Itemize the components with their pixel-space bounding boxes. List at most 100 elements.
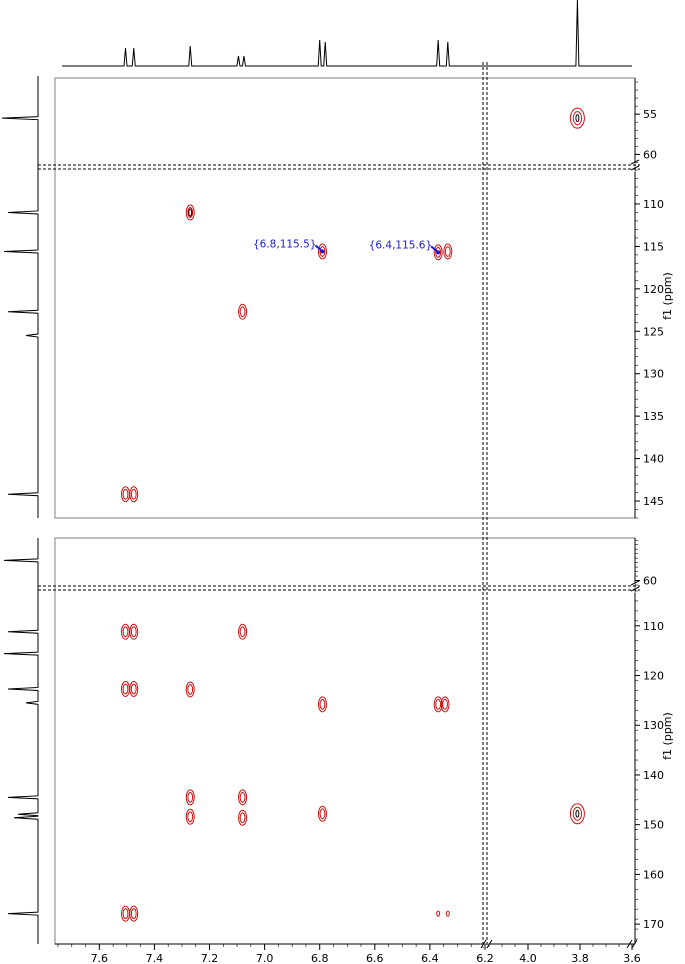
contour-outer: [185, 681, 195, 698]
top-1h-projection: [62, 0, 632, 67]
contour-core: [188, 208, 193, 217]
x-tick-label: 6.8: [311, 952, 329, 964]
cross-peaks: [120, 107, 585, 922]
contour-inner: [435, 698, 442, 710]
left-13c-projection-top: [1, 76, 39, 518]
x-axis-break-mark: [626, 939, 638, 949]
contour-core: [575, 114, 580, 123]
contour-inner: [122, 683, 129, 695]
x-tick-label: 3.8: [571, 952, 589, 964]
contour-outer: [317, 243, 327, 260]
annotation-marker: [436, 250, 441, 255]
y-tick-label: 150: [643, 819, 664, 832]
x-tick-label: 6.2: [476, 952, 494, 964]
top-ylabel: f1 (ppm): [661, 272, 674, 320]
panel-frame-bottom: [54, 537, 636, 945]
x-tick-label: 7.2: [201, 952, 219, 964]
cross-peak: [317, 805, 327, 822]
y-tick-label: 120: [643, 670, 664, 683]
cross-peak: [120, 680, 130, 697]
contour-outer: [317, 696, 327, 713]
y-tick-label: 130: [643, 368, 664, 381]
contour-inner: [572, 806, 583, 821]
contour-inner: [319, 698, 326, 710]
contour-outer: [445, 910, 450, 917]
cross-peak: [440, 696, 450, 713]
x-tick-label: 7.4: [146, 952, 164, 964]
peak-annotation-label: {6.8,115.5}: [253, 238, 316, 250]
contour-inner: [187, 684, 194, 695]
cross-peak: [317, 696, 327, 713]
contour-inner: [435, 246, 442, 258]
panel-frames: [38, 62, 640, 948]
contour-outer: [238, 623, 248, 640]
cross-peak: [185, 204, 195, 221]
contour-inner: [239, 791, 246, 803]
contour-inner: [319, 808, 326, 820]
cross-peak: [185, 808, 195, 825]
y-axis-break-mark: [630, 159, 640, 171]
contour-inner: [130, 626, 137, 638]
cross-peak: [238, 809, 248, 826]
y-tick-label: 130: [643, 719, 664, 732]
peak-annotations: {6.8,115.5} {6.4,115.6}: [253, 238, 441, 255]
contour-inner: [239, 812, 246, 824]
peak-annotation-label: {6.4,115.6}: [369, 239, 432, 251]
cross-peak: [120, 623, 130, 640]
contour-outer: [433, 244, 443, 261]
contour-core: [575, 809, 580, 818]
y-tick-label: 145: [643, 495, 664, 508]
projection-traces: [1, 0, 632, 944]
contour-inner: [442, 698, 448, 710]
contour-inner: [130, 488, 137, 500]
x-tick-label: 7.0: [256, 952, 274, 964]
contour-inner: [130, 683, 137, 695]
contour-inner: [187, 791, 194, 803]
y-tick-label: 140: [643, 453, 664, 466]
contour-outer: [129, 623, 139, 640]
contour-outer: [443, 243, 453, 260]
contour-outer: [440, 696, 450, 713]
contour-inner: [239, 306, 246, 318]
y-axis-break-mark: [630, 580, 640, 592]
contour-outer: [436, 910, 441, 917]
cross-peak: [443, 243, 453, 260]
contour-inner: [130, 908, 137, 920]
y-tick-label: 120: [643, 283, 664, 296]
cross-peak: [129, 486, 139, 503]
x-axis-break-mark: [480, 939, 493, 949]
cross-peak: [238, 623, 248, 640]
contour-outer: [129, 486, 139, 503]
cross-peak: [433, 244, 443, 261]
contour-inner: [187, 811, 194, 823]
contour-outer: [185, 808, 195, 825]
cross-peak: [129, 680, 139, 697]
contour-outer: [238, 789, 248, 806]
y-tick-label: 140: [643, 769, 664, 782]
cross-peak: [436, 910, 441, 917]
contour-outer: [569, 803, 585, 825]
x-tick-label: 6.4: [421, 952, 439, 964]
x-tick-label: 3.6: [623, 952, 641, 964]
x-tick-label: 4.0: [519, 952, 537, 964]
contour-inner: [239, 626, 246, 638]
cross-peak: [120, 905, 130, 922]
contour-outer: [185, 204, 195, 221]
cross-peak: [317, 243, 327, 260]
contour-outer: [129, 905, 139, 922]
y-tick-label: 60: [643, 148, 657, 161]
contour-outer: [185, 789, 195, 806]
cross-peak: [238, 789, 248, 806]
y-tick-label: 110: [643, 620, 664, 633]
cross-peak: [445, 910, 450, 917]
y-tick-label: 60: [643, 575, 657, 588]
cross-peak: [569, 107, 585, 129]
y-tick-label: 160: [643, 868, 664, 881]
y-tick-label: 55: [643, 108, 657, 121]
cross-peak: [120, 486, 130, 503]
contour-inner: [187, 207, 194, 218]
contour-outer: [129, 680, 139, 697]
bottom-ylabel: f1 (ppm): [661, 712, 674, 760]
left-13c-projection-bottom: [3, 538, 39, 944]
